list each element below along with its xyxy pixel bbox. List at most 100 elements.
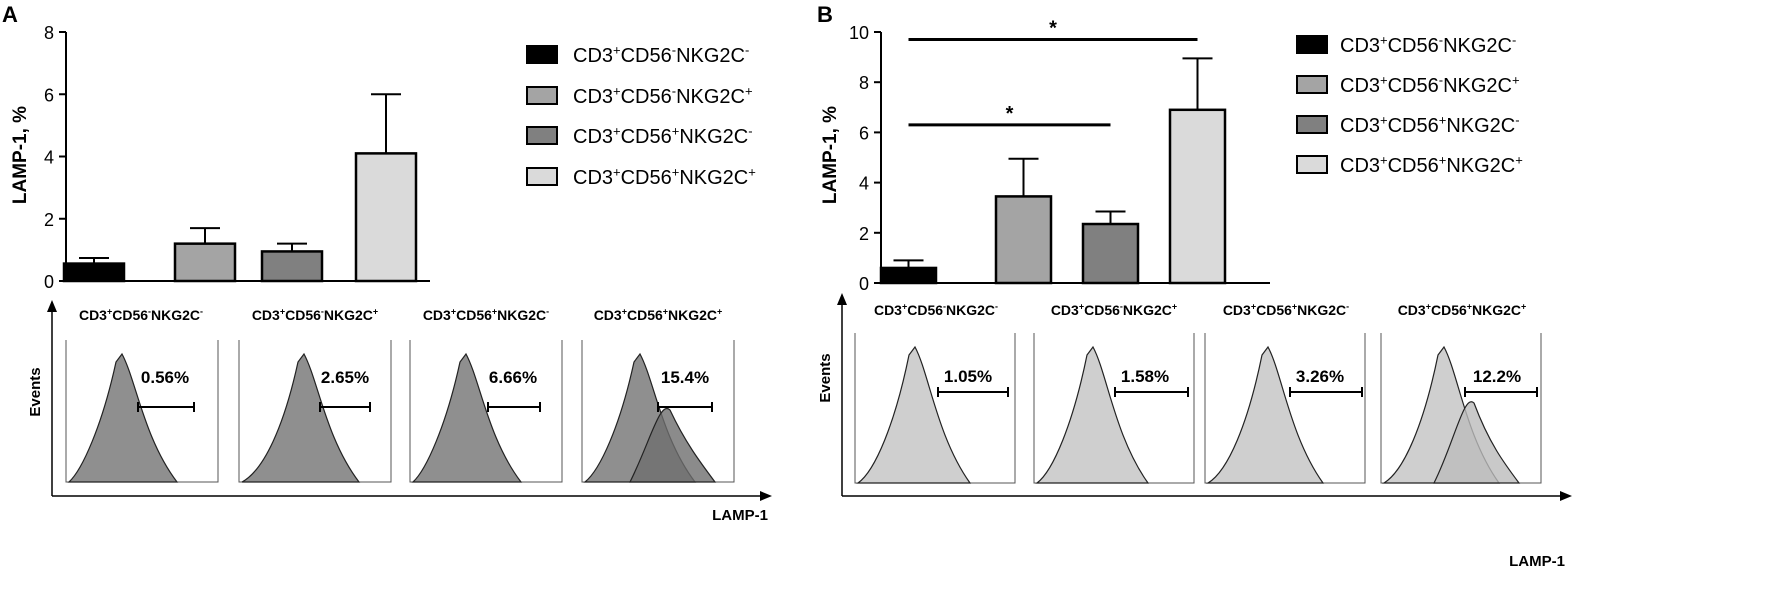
legend-label-1-tail: NKG2C [1443,35,1512,57]
legend-label-3-mid: CD56 [1388,115,1439,137]
hist-title-4-mid: CD56 [627,307,663,323]
hist-percentage-3: 3.26% [1296,367,1344,386]
legend-label-1-mid: CD56 [1388,35,1439,57]
legend-label-4-s2: + [1439,152,1447,167]
legend-label-4-base: CD3 [1340,155,1380,177]
hist-percentage-2: 2.65% [321,368,369,387]
legend-label-2-base: CD3 [573,86,613,108]
hist-title-3-base: CD3 [423,307,451,323]
lamp1-axis-label: LAMP-1 [1509,553,1565,570]
hist-shoulder-4 [629,407,717,483]
legend-label-3-mid: CD56 [621,126,672,148]
hist-peak-2 [241,352,361,483]
bar-1 [879,266,938,285]
hist-y-arrow-icon [47,300,57,312]
hist-title-3-s3: - [1346,302,1349,312]
bar-2 [994,195,1053,285]
hist-title-3: CD3+CD56+NKG2C- [1223,302,1349,318]
legend-label-3-base: CD3 [1340,115,1380,137]
hist-title-3-s2: + [1292,302,1297,312]
hist-peak-1 [856,345,972,484]
legend-label-4-mid: CD56 [621,167,672,189]
hist-title-3-s3: - [546,307,549,317]
hist-title-1-mid: CD56 [112,307,148,323]
hist-peak-2 [1035,345,1150,484]
legend-label-2: CD3+CD56-NKG2C+ [573,83,753,108]
y-tick-label: 8 [859,73,869,93]
legend-label-1-s3: - [745,42,749,57]
hist-title-4-s2: + [1467,302,1472,312]
hist-title-2-mid: CD56 [285,307,321,323]
hist-title-1-s1: + [107,307,112,317]
y-tick-label: 8 [44,23,54,43]
legend-label-1-s2: - [672,42,676,57]
hist-title-2-base: CD3 [1051,302,1079,318]
hist-title-2: CD3+CD56-NKG2C+ [252,307,378,323]
legend-label-2-s2: - [672,83,676,98]
legend-label-4-s3: + [748,164,756,179]
hist-title-4-tail: NKG2C [668,307,717,323]
bar-1 [62,262,126,283]
hist-title-1-tail: NKG2C [151,307,200,323]
hist-title-1-base: CD3 [874,302,902,318]
legend-label-1: CD3+CD56-NKG2C- [573,42,749,67]
legend-swatch-3 [1296,115,1328,134]
y-tick-label: 0 [44,272,54,292]
y-tick-label: 4 [859,174,869,194]
legend-label-4-tail: NKG2C [679,167,748,189]
legend-label-2-mid: CD56 [621,86,672,108]
hist-title-1-s2: - [148,307,151,317]
panel-label-a: A [2,2,18,27]
panel-label-b: B [817,2,833,27]
hist-title-4-s1: + [1426,302,1431,312]
legend-label-1-s3: - [1512,32,1516,47]
hist-title-4-s1: + [622,307,627,317]
legend-label-3-base: CD3 [573,126,613,148]
legend-label-2-s1: + [613,83,621,98]
hist-title-2-s3: + [1172,302,1177,312]
legend-label-2-base: CD3 [1340,75,1380,97]
bar-3 [1081,222,1140,285]
hist-title-2-base: CD3 [252,307,280,323]
legend-label-1-base: CD3 [573,45,613,67]
y-tick-label: 2 [44,210,54,230]
hist-percentage-1: 0.56% [141,368,189,387]
hist-title-3-s1: + [451,307,456,317]
legend-label-2-tail: NKG2C [676,86,745,108]
significance-star: * [1006,103,1014,125]
legend-label-3-s3: - [748,123,752,138]
y-tick-label: 0 [859,274,869,294]
legend-swatch-4 [526,167,558,186]
legend-label-1-tail: NKG2C [676,45,745,67]
bar-3 [260,250,324,283]
legend-label-3-tail: NKG2C [1446,115,1515,137]
hist-title-1: CD3+CD56-NKG2C- [874,302,998,318]
hist-title-2-tail: NKG2C [1123,302,1172,318]
bar-4 [354,152,418,283]
legend-label-1-mid: CD56 [621,45,672,67]
legend-label-1-s1: + [1380,32,1388,47]
hist-percentage-4: 12.2% [1473,367,1521,386]
legend-label-1-s1: + [613,42,621,57]
legend-label-3: CD3+CD56+NKG2C- [573,123,753,148]
legend-label-4-mid: CD56 [1388,155,1439,177]
hist-title-2-s1: + [1079,302,1084,312]
hist-percentage-1: 1.05% [944,367,992,386]
hist-x-arrow-icon [760,491,772,501]
lamp1-axis-label: LAMP-1 [712,507,768,524]
hist-title-3-s1: + [1251,302,1256,312]
legend-label-1-s2: - [1439,32,1443,47]
hist-percentage-2: 1.58% [1121,367,1169,386]
y-tick-label: 10 [849,23,869,43]
legend-label-1: CD3+CD56-NKG2C- [1340,32,1516,57]
legend-label-2-s3: + [745,83,753,98]
legend-label-1-base: CD3 [1340,35,1380,57]
hist-title-2: CD3+CD56-NKG2C+ [1051,302,1177,318]
legend-label-3-s3: - [1515,112,1519,127]
legend-swatch-2 [526,86,558,105]
legend-label-3-s2: + [672,123,680,138]
bar-2 [173,242,237,283]
hist-title-1-mid: CD56 [907,302,943,318]
